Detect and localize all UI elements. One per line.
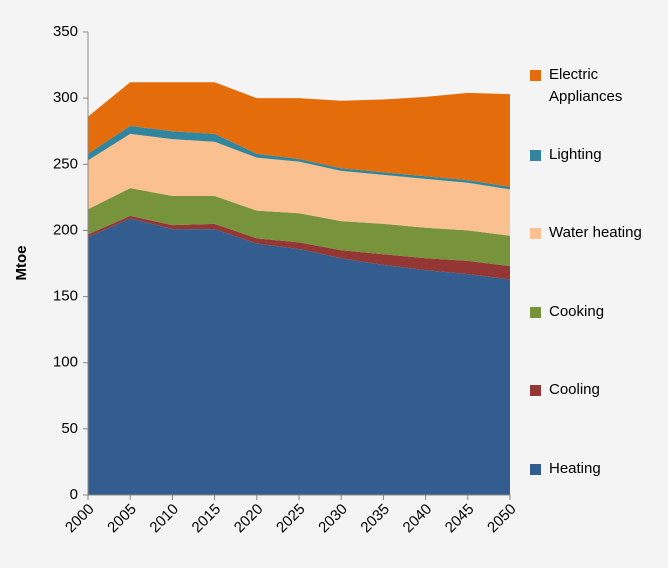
x-tick-label: 2045 [442, 501, 478, 537]
y-axis-label: Mtoe [13, 246, 30, 281]
x-tick-label: 2050 [484, 501, 520, 537]
y-tick-label: 250 [53, 155, 78, 172]
legend-label: Water heating [549, 224, 642, 241]
y-tick-label: 350 [53, 23, 78, 40]
legend-swatch [530, 464, 541, 475]
legend-entry: Lighting [530, 144, 668, 166]
y-tick-label: 0 [70, 486, 78, 503]
area [88, 125, 510, 190]
x-tick-label: 2025 [273, 501, 309, 537]
legend-label: Cooling [549, 381, 600, 398]
area [88, 215, 510, 280]
x-tick-label: 2030 [315, 501, 351, 537]
legend-label: Lighting [549, 146, 602, 163]
legend-label: Electric Appliances [549, 66, 623, 105]
legend-entry: Heating [530, 458, 668, 480]
x-tick-label: 2015 [189, 501, 225, 537]
area [88, 133, 510, 236]
legend-label: Heating [549, 460, 601, 477]
x-tick-label: 2005 [104, 501, 140, 537]
y-tick-label: 150 [53, 288, 78, 305]
legend-entry: Cooking [530, 301, 668, 323]
y-tick-label: 100 [53, 354, 78, 371]
legend-label: Cooking [549, 303, 605, 320]
legend-swatch [530, 70, 541, 81]
area [88, 82, 510, 187]
legend-swatch [530, 307, 541, 318]
y-tick-label: 200 [53, 221, 78, 238]
area [88, 218, 510, 495]
legend-entry: Cooling [530, 379, 668, 401]
legend-swatch [530, 385, 541, 396]
legend-entry: Electric Appliances [530, 64, 668, 108]
legend-entry: Water heating [530, 222, 668, 244]
x-tick-label: 2000 [62, 501, 98, 537]
y-tick-label: 300 [53, 89, 78, 106]
area [88, 188, 510, 267]
x-tick-label: 2020 [231, 501, 267, 537]
x-tick-label: 2010 [146, 501, 182, 537]
x-tick-label: 2040 [400, 501, 436, 537]
legend-swatch [530, 150, 541, 161]
x-tick-label: 2035 [357, 501, 393, 537]
y-tick-label: 50 [61, 420, 78, 437]
legend-swatch [530, 228, 541, 239]
